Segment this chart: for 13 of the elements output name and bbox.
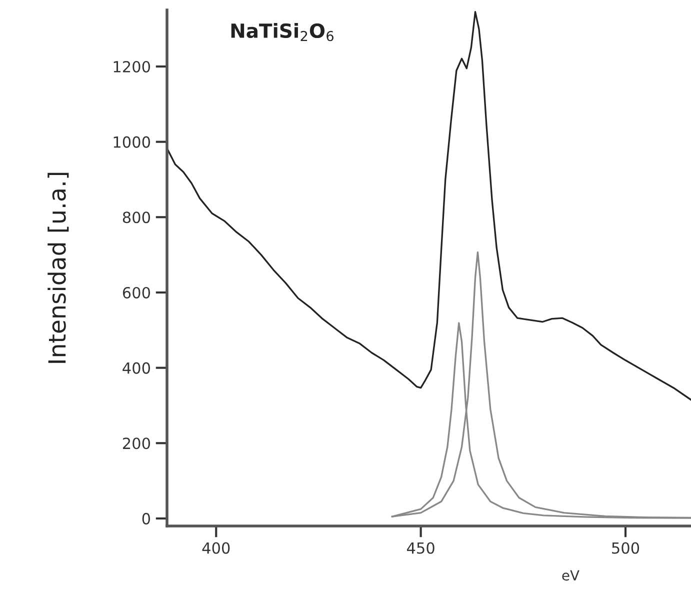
y-tick-label: 800 (122, 212, 150, 224)
text: NaTiSi$_{2}$O$_{6}$ (231, 23, 334, 42)
y-axis-title: Intensidad [u.a.] (48, 172, 69, 363)
x-tick-label: 500 (612, 542, 640, 554)
y-tick-label: 0 (142, 512, 150, 524)
x-axis-title: eV (562, 570, 580, 581)
y-tick-label: 400 (122, 362, 150, 374)
x-tick-label: 450 (406, 542, 434, 554)
y-tick-label: 1200 (114, 60, 150, 73)
y-tick-label: 1000 (114, 136, 150, 148)
x-tick-label: 400 (202, 542, 230, 554)
y-tick-label: 200 (122, 438, 150, 450)
y-tick-label: 600 (122, 286, 150, 299)
